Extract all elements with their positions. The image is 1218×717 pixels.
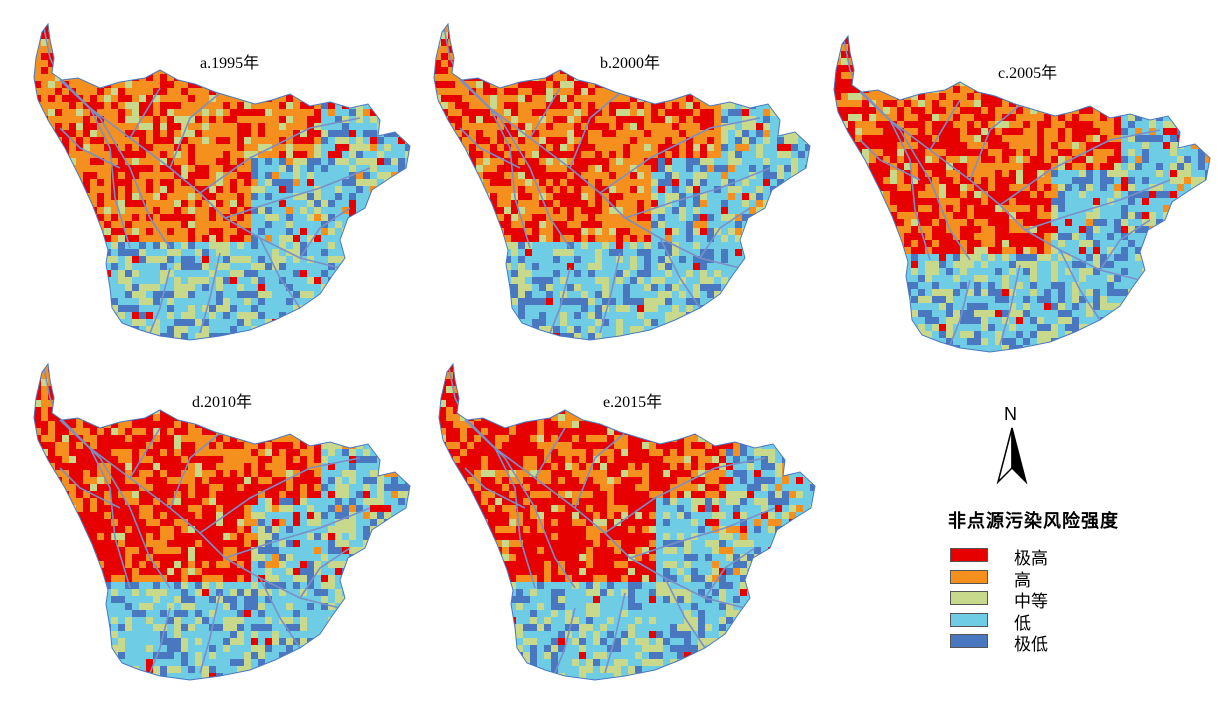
catchment-boundary [33, 362, 411, 681]
river-line [529, 87, 561, 139]
legend-swatch [950, 548, 988, 562]
river-line [604, 592, 626, 674]
map-panel-c-2005: c.2005年 [820, 30, 1215, 360]
river-line [299, 547, 351, 599]
panel-title: b.2000年 [600, 55, 661, 72]
river-line [59, 467, 121, 509]
river-line [929, 99, 961, 151]
river-line [89, 447, 131, 589]
legend-swatch [950, 591, 988, 605]
legend-label: 高 [1014, 571, 1031, 591]
river-line [129, 87, 161, 139]
map-panel-a-1995: a.1995年 [20, 18, 415, 348]
legend-label: 中等 [1014, 592, 1048, 612]
legend-swatch [950, 570, 988, 584]
river-line [149, 267, 171, 334]
river-line [199, 592, 221, 674]
river-line [494, 447, 536, 589]
river-line [889, 119, 931, 261]
river-line [554, 607, 576, 674]
river-line [169, 432, 221, 509]
river-line [659, 237, 701, 309]
catchment-map [833, 34, 1211, 353]
river-line [464, 419, 576, 589]
panel-title: c.2005年 [998, 65, 1058, 82]
river-line [629, 507, 776, 559]
river-line [569, 92, 621, 169]
river-line [969, 104, 1021, 181]
legend-swatch [950, 634, 988, 648]
river-line [464, 467, 526, 509]
map-panel-b-2000: b.2000年 [420, 18, 815, 348]
river-line [859, 139, 921, 181]
river-line [664, 577, 706, 649]
north-label: N [1004, 404, 1017, 424]
river-line [574, 432, 626, 509]
river-line [224, 507, 371, 559]
legend-label: 极高 [1014, 549, 1048, 569]
map-panel-e-2015: e.2015年 [425, 358, 820, 688]
river-line [259, 577, 301, 649]
river-line [259, 237, 301, 309]
river-line [599, 252, 621, 334]
river-line [224, 167, 371, 219]
river-line [489, 107, 531, 249]
river-line [699, 207, 751, 259]
river-line [199, 457, 361, 534]
river-line [59, 419, 171, 589]
legend-swatch [950, 613, 988, 627]
panel-title: d.2010年 [192, 394, 253, 411]
river-line [1099, 219, 1151, 271]
river-line [859, 91, 971, 261]
river-line [169, 92, 221, 169]
river-line [149, 607, 171, 674]
panel-title: e.2015年 [603, 394, 663, 411]
river-line [549, 267, 571, 334]
catchment-map [433, 22, 811, 341]
north-arrow-icon [996, 427, 1028, 485]
river-line [999, 264, 1021, 346]
river-line [59, 79, 171, 249]
catchment-boundary [33, 22, 411, 341]
river-line [129, 427, 161, 479]
legend-label: 低 [1014, 614, 1031, 634]
catchment-boundary [433, 22, 811, 341]
catchment-boundary [833, 34, 1211, 353]
river-line [949, 279, 971, 346]
river-line [1024, 179, 1171, 231]
river-line [624, 167, 771, 219]
river-line [299, 207, 351, 259]
river-line [599, 117, 761, 194]
catchment-map [33, 22, 411, 341]
river-line [704, 547, 756, 599]
river-line [1059, 249, 1101, 321]
river-line [534, 427, 566, 479]
river-line [459, 79, 571, 249]
river-line [604, 457, 766, 534]
river-line [199, 252, 221, 334]
legend-label: 极低 [1014, 635, 1048, 655]
catchment-map [33, 362, 411, 681]
panel-title: a.1995年 [200, 55, 260, 72]
river-line [199, 117, 361, 194]
river-line [89, 107, 131, 249]
map-panel-d-2010: d.2010年 [20, 358, 415, 688]
catchment-boundary [438, 362, 816, 681]
river-line [59, 127, 121, 169]
river-line [459, 127, 521, 169]
river-line [999, 129, 1161, 206]
catchment-map [438, 362, 816, 681]
legend-title: 非点源污染风险强度 [948, 511, 1119, 532]
